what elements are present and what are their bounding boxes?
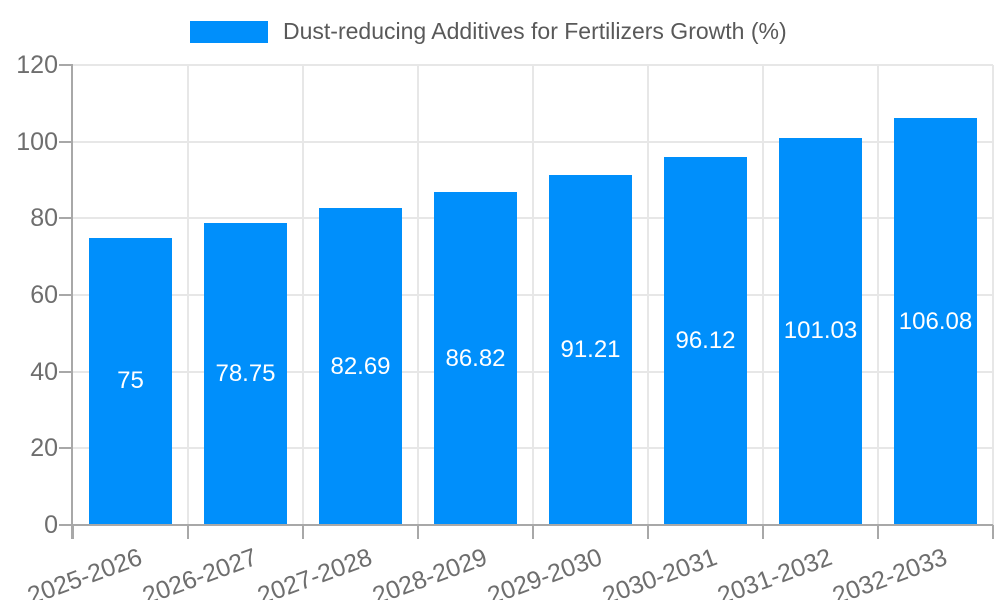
x-gridline [302,65,304,525]
x-gridline [992,65,994,525]
y-tick-label: 80 [30,204,58,233]
y-axis-line [71,65,73,539]
x-tick-label: 2032-2033 [828,543,951,600]
y-tick-label: 120 [16,51,58,79]
y-tick-mark [59,370,73,373]
y-tick-mark [59,447,73,450]
x-tick-mark [532,525,534,539]
y-tick-label: 20 [30,434,58,463]
x-tick-label: 2029-2030 [483,543,606,600]
y-tick-label: 60 [30,281,58,309]
x-gridline [877,65,879,525]
y-tick-mark [59,64,73,66]
bar-value-label: 75 [117,367,144,395]
x-tick-label: 2028-2029 [368,543,491,600]
y-tick-mark [59,217,73,220]
x-gridline [187,65,189,525]
y-tick-label: 0 [44,511,58,539]
bar-value-label: 86.82 [445,344,506,372]
bar [664,156,747,525]
bar-value-label: 101.03 [783,317,858,345]
x-tick-mark [302,525,304,539]
x-gridline [762,65,764,525]
legend-swatch [190,20,268,43]
bar-value-label: 96.12 [675,326,736,354]
bar [894,118,977,525]
x-tick-label: 2026-2027 [138,543,261,600]
bar-value-label: 78.75 [215,360,276,388]
bar [89,237,172,525]
x-gridline [532,65,534,525]
x-tick-mark [647,525,649,539]
x-tick-mark [762,525,764,539]
x-tick-label: 2031-2032 [713,543,836,600]
x-tick-label: 2027-2028 [253,543,376,600]
x-tick-mark [72,525,74,539]
legend-label: Dust-reducing Additives for Fertilizers … [283,18,787,44]
bar [434,192,517,525]
bar-value-label: 106.08 [898,307,973,335]
x-tick-label: 2030-2031 [598,543,721,600]
y-tick-mark [59,524,73,526]
y-tick-mark [59,294,73,296]
y-tick-label: 40 [30,357,58,386]
y-tick-mark [59,140,73,143]
chart-legend: Dust-reducing Additives for Fertilizers … [190,18,787,45]
bar-value-label: 91.21 [560,336,621,364]
y-tick-label: 100 [16,127,58,156]
x-gridline [647,65,649,525]
x-tick-mark [877,525,879,539]
x-tick-mark [417,525,419,539]
x-tick-label: 2025-2026 [23,543,146,600]
x-gridline [417,65,419,525]
bar [319,208,402,525]
x-axis-line [71,524,993,526]
bar [204,223,287,525]
x-tick-mark [187,525,189,539]
x-tick-mark [992,525,994,539]
bar [779,137,862,525]
bar [549,175,632,525]
bar-value-label: 82.69 [330,352,391,380]
